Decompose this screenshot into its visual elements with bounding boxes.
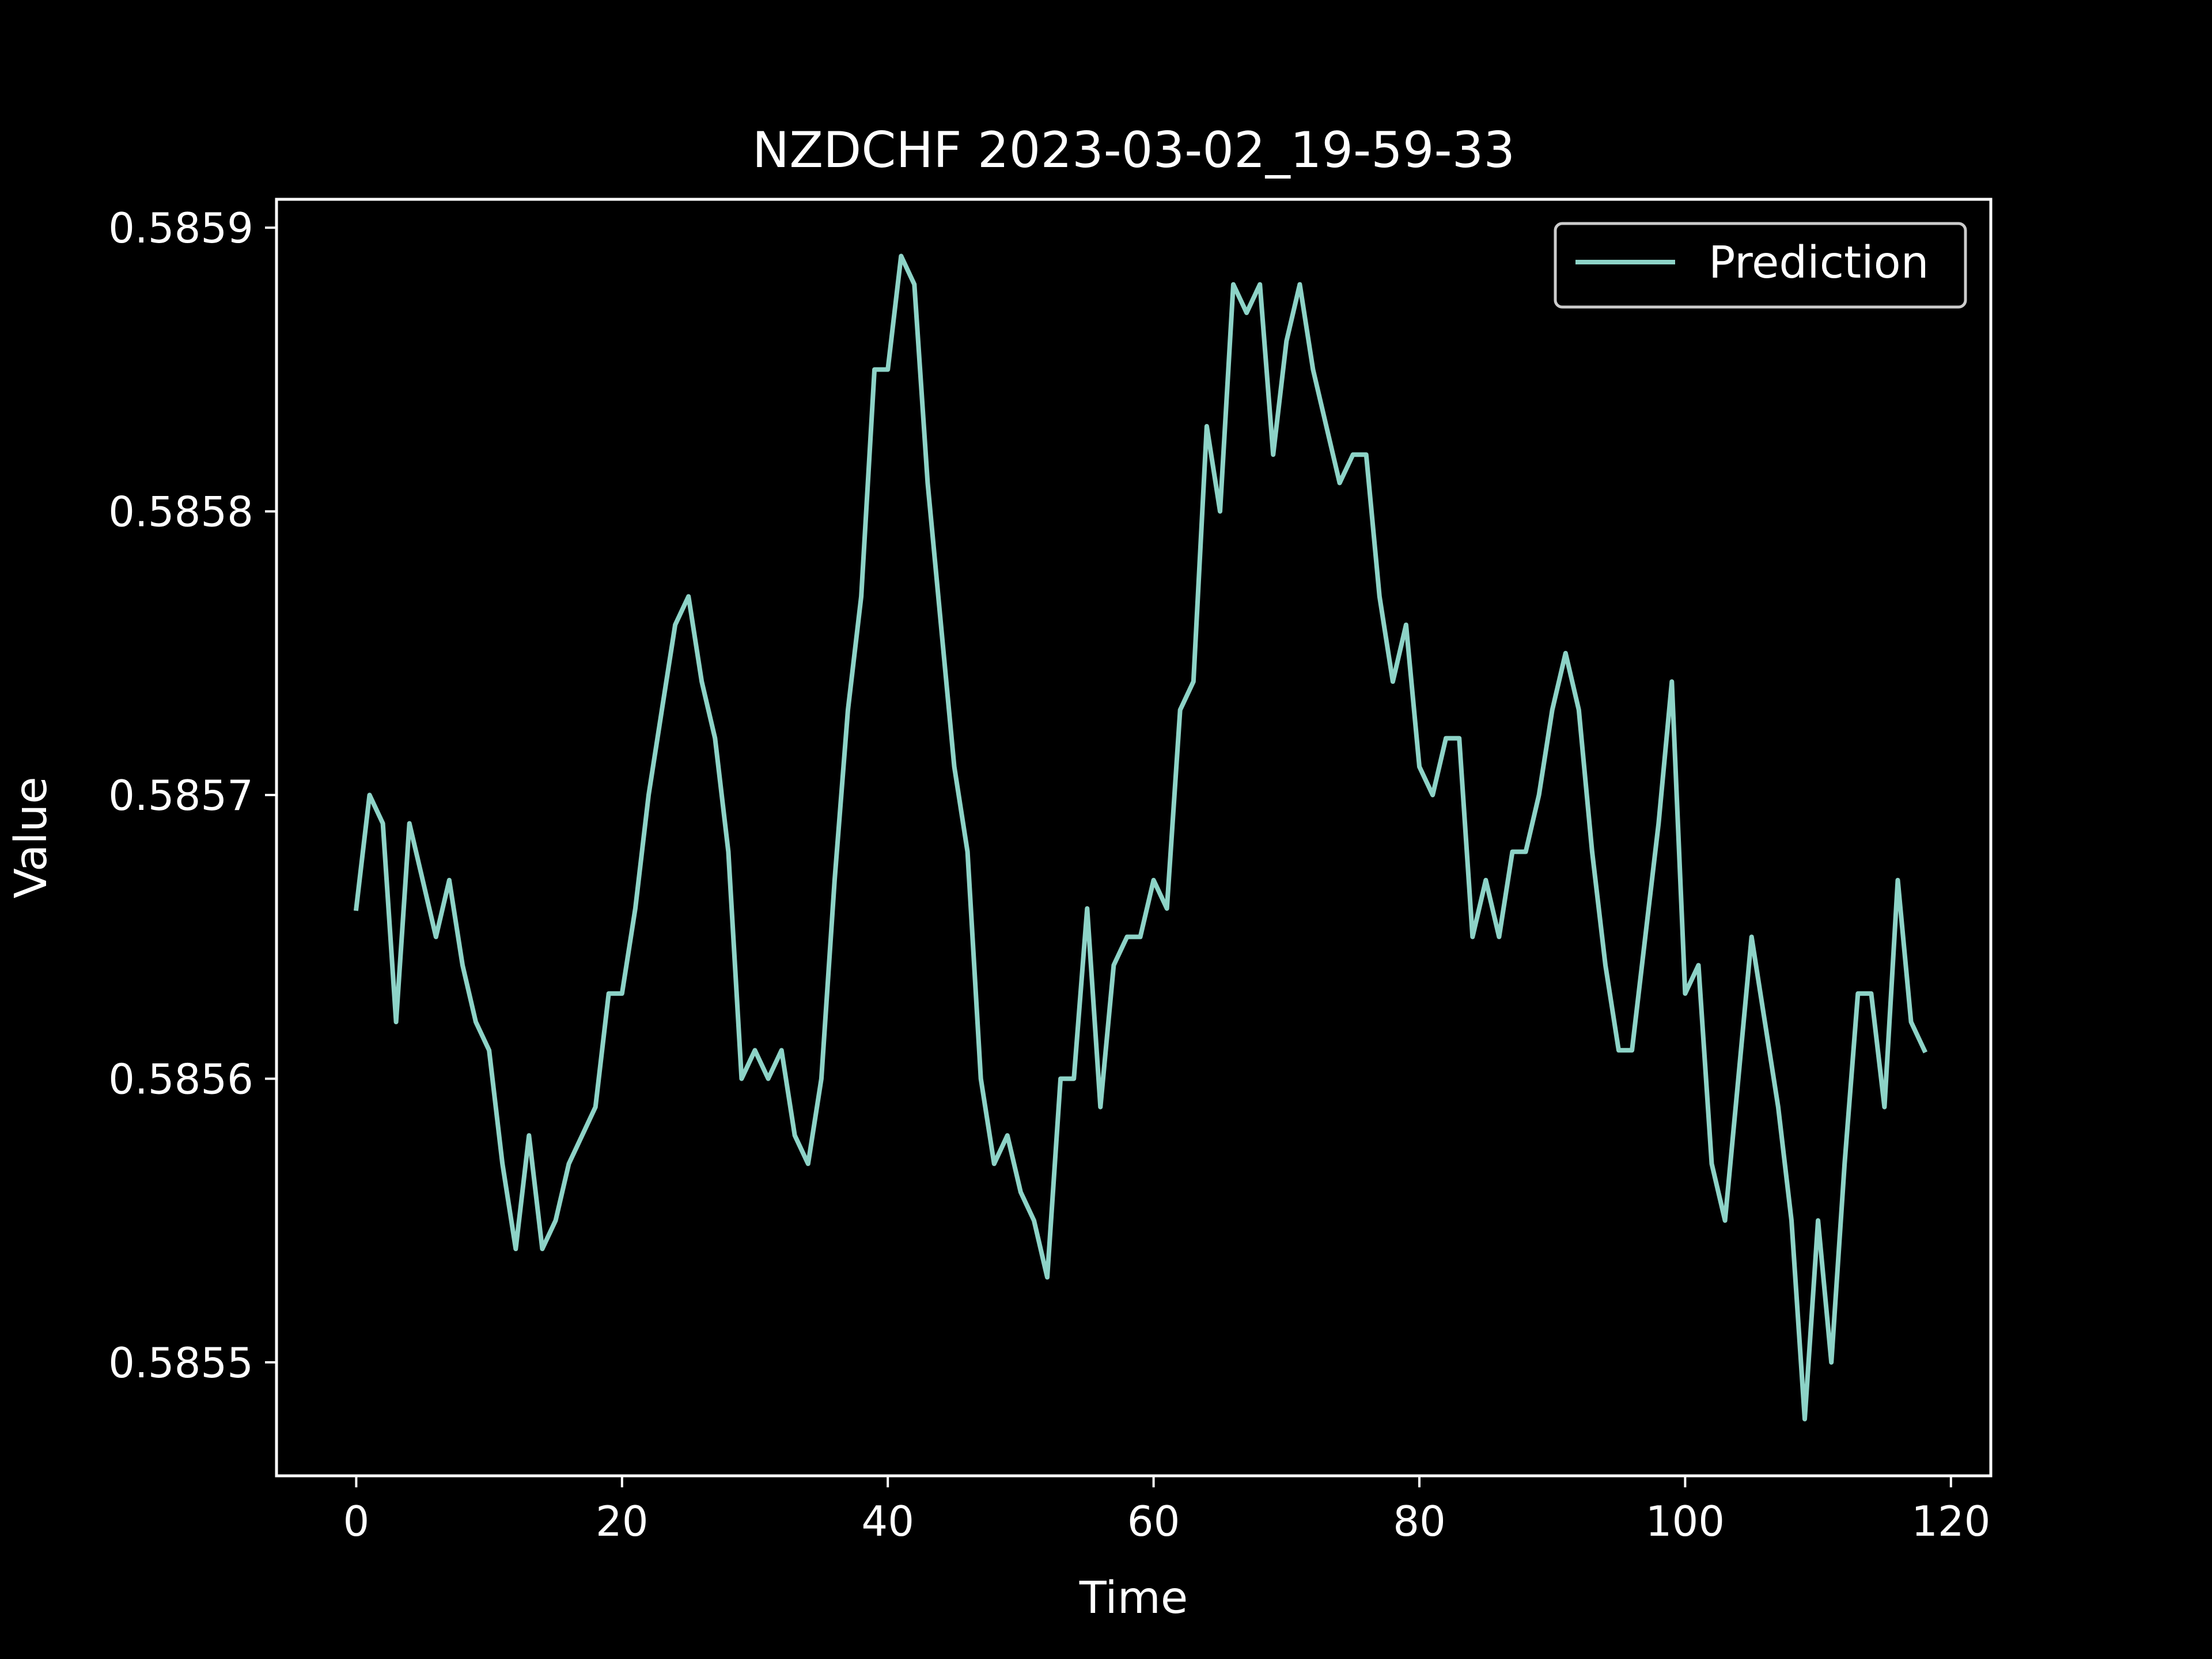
legend-box	[1554, 222, 1967, 309]
legend: Prediction	[1554, 222, 1967, 309]
y-tick-label: 0.5857	[108, 771, 253, 820]
x-axis-label: Time	[1079, 1573, 1188, 1624]
x-tick-label: 0	[343, 1497, 370, 1546]
y-tick-label: 0.5859	[108, 204, 253, 252]
y-tick-label: 0.5856	[108, 1055, 253, 1104]
y-axis-label: Value	[6, 777, 57, 898]
y-axis-ticks: 0.5855 0.5856 0.5857 0.5858 0.5859	[108, 204, 276, 1387]
x-tick-label: 60	[1127, 1497, 1180, 1546]
x-tick-label: 20	[596, 1497, 649, 1546]
plot-frame	[275, 198, 1993, 1478]
prediction-series-line	[353, 253, 1928, 1422]
y-tick-label: 0.5858	[108, 488, 253, 536]
x-tick-label: 100	[1646, 1497, 1725, 1546]
x-tick-label: 120	[1911, 1497, 1990, 1546]
chart-title: NZDCHF 2023-03-02_19-59-33	[752, 122, 1515, 179]
x-tick-label: 40	[861, 1497, 914, 1546]
x-tick-label: 80	[1393, 1497, 1446, 1546]
legend-label-prediction: Prediction	[1709, 237, 1929, 289]
x-axis-ticks: 0 20 40 60 80 100 120	[343, 1476, 1991, 1546]
plot-area	[353, 253, 1928, 1422]
y-tick-label: 0.5855	[108, 1339, 253, 1387]
